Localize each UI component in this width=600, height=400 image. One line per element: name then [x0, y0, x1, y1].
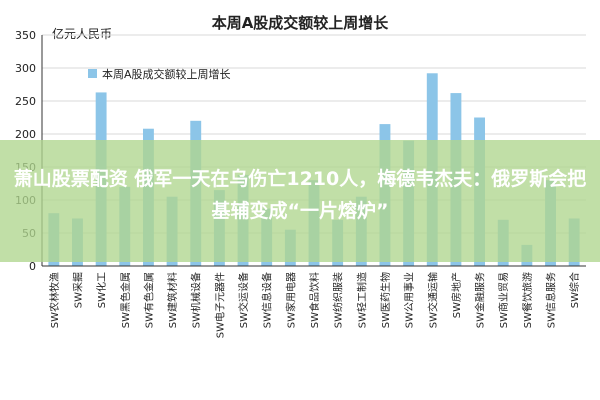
x-tick-label: SW交通运输 [426, 272, 439, 328]
x-tick-label: SW化工 [95, 272, 108, 308]
x-tick-label: SW轻工制造 [355, 272, 368, 328]
chart-title: 本周A股成交额较上周增长 [212, 14, 390, 32]
legend-label: 本周A股成交额较上周增长 [102, 67, 231, 81]
legend-swatch [88, 69, 97, 78]
x-tick-label: SW商业贸易 [497, 272, 510, 328]
banner-overlay [0, 140, 600, 262]
x-tick-label: SW有色金属 [142, 272, 155, 328]
y-tick-label: 0 [29, 260, 36, 273]
x-tick-label: SW房地产 [450, 272, 463, 318]
x-tick-label: SW信息设备 [261, 272, 274, 328]
x-tick-label: SW金融服务 [474, 272, 487, 328]
x-tick-label: SW农林牧渔 [48, 272, 61, 328]
x-tick-label: SW食品饮料 [308, 272, 321, 328]
x-tick-label: SW公用事业 [403, 272, 416, 328]
x-tick-label: SW家用电器 [284, 272, 297, 328]
x-tick-labels: SW农林牧渔 SW采掘 SW化工 SW黑色金属 SW有色金属 SW建筑材料 SW机械设备 SW… [48, 272, 581, 338]
y-axis-label: 亿元人民币 [52, 26, 112, 41]
banner-text: 萧山股票配资 俄军一天在乌伤亡1210人，梅德韦杰夫：俄罗斯会把基辅变成“一片熔… [13, 168, 587, 222]
x-tick-label: SW交运设备 [237, 272, 250, 328]
x-tick-label: SW机械设备 [190, 272, 203, 328]
x-tick-label: SW建筑材料 [166, 272, 179, 328]
x-tick-label: SW采掘 [71, 272, 84, 308]
y-tick-label: 300 [15, 62, 36, 75]
y-tick-label: 350 [15, 29, 36, 42]
x-tick-label: SW综合 [568, 272, 581, 308]
y-tick-label: 200 [15, 128, 36, 141]
x-tick-label: SW纺织服装 [332, 272, 345, 328]
x-tick-label: SW电子元器件 [213, 272, 226, 338]
x-tick-label: SW信息服务 [545, 272, 558, 328]
x-tick-label: SW黑色金属 [119, 272, 132, 328]
legend: 本周A股成交额较上周增长 [88, 67, 231, 81]
x-tick-label: SW医药生物 [379, 272, 392, 328]
y-tick-label: 250 [15, 95, 36, 108]
x-tick-label: SW餐饮旅游 [521, 272, 534, 328]
